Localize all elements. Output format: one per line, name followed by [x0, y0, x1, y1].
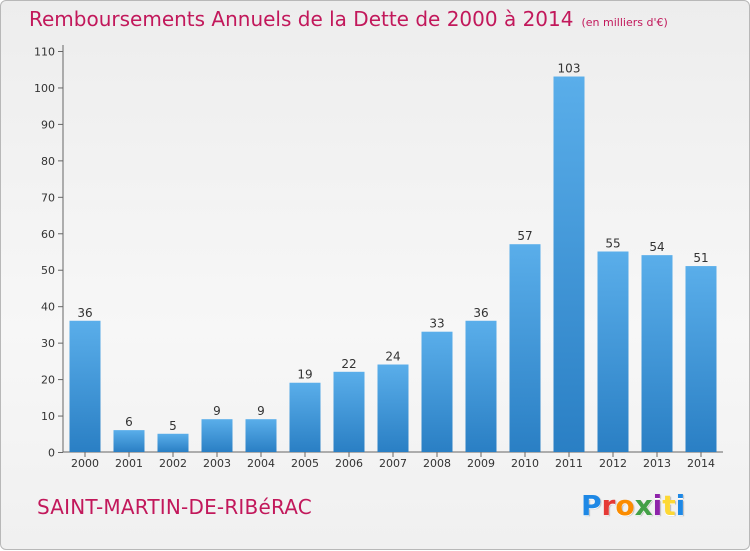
chart-title: Remboursements Annuels de la Dette de 20…: [29, 7, 668, 31]
y-tick-label: 100: [34, 82, 55, 95]
data-label-2010: 57: [517, 229, 532, 243]
data-label-2002: 5: [169, 419, 177, 433]
logo-letter: o: [615, 489, 635, 522]
x-tick-label-2012: 2012: [599, 457, 627, 470]
logo-letter: i: [675, 489, 686, 522]
bar-2000: [69, 320, 101, 452]
bar-2009: [465, 320, 497, 452]
x-tick-label-2013: 2013: [643, 457, 671, 470]
x-tick-label-2010: 2010: [511, 457, 539, 470]
bar-2010: [509, 244, 541, 452]
x-tick-label-2014: 2014: [687, 457, 715, 470]
bar-2006: [333, 371, 365, 452]
commune-name: SAINT-MARTIN-DE-RIBéRAC: [37, 495, 312, 519]
x-tick-label-2002: 2002: [159, 457, 187, 470]
bar-2008: [421, 331, 453, 452]
logo-letter: x: [634, 489, 653, 522]
bar-2002: [157, 433, 189, 452]
data-label-2012: 55: [605, 237, 620, 251]
y-tick-label: 40: [41, 301, 55, 314]
data-label-2000: 36: [77, 306, 92, 320]
x-tick-label-2003: 2003: [203, 457, 231, 470]
bar-2007: [377, 364, 409, 452]
data-label-2001: 6: [125, 415, 133, 429]
x-tick-label-2009: 2009: [467, 457, 495, 470]
data-label-2005: 19: [297, 368, 312, 382]
y-tick-label: 0: [48, 447, 55, 460]
bar-2005: [289, 382, 321, 452]
logo-letter: r: [601, 489, 616, 522]
data-label-2007: 24: [385, 350, 400, 364]
y-tick-label: 50: [41, 264, 55, 277]
logo-letter: i: [652, 489, 663, 522]
data-label-2003: 9: [213, 404, 221, 418]
data-label-2013: 54: [649, 240, 664, 254]
bar-2011: [553, 76, 585, 452]
x-tick-label-2005: 2005: [291, 457, 319, 470]
y-tick-label: 110: [34, 46, 55, 59]
title-text: Remboursements Annuels de la Dette de 20…: [29, 7, 574, 31]
logo-letter: P: [581, 489, 602, 522]
y-tick-label: 80: [41, 155, 55, 168]
x-tick-label-2006: 2006: [335, 457, 363, 470]
x-tick-label-2004: 2004: [247, 457, 275, 470]
y-tick-label: 70: [41, 191, 55, 204]
data-label-2011: 103: [558, 62, 581, 76]
x-tick-label-2000: 2000: [71, 457, 99, 470]
proxiti-logo[interactable]: Proxiti: [581, 489, 685, 522]
data-label-2014: 51: [693, 251, 708, 265]
data-label-2008: 33: [429, 317, 444, 331]
x-tick-label-2007: 2007: [379, 457, 407, 470]
bar-2012: [597, 251, 629, 452]
data-label-2006: 22: [341, 357, 356, 371]
bar-2014: [685, 266, 717, 452]
y-tick-label: 10: [41, 410, 55, 423]
y-tick-label: 30: [41, 337, 55, 350]
logo-letter: t: [662, 489, 676, 522]
y-tick-label: 90: [41, 118, 55, 131]
x-tick-label-2011: 2011: [555, 457, 583, 470]
bar-2001: [113, 430, 145, 452]
bar-2003: [201, 419, 233, 452]
y-tick-label: 20: [41, 374, 55, 387]
bar-2004: [245, 419, 277, 452]
y-tick-label: 60: [41, 228, 55, 241]
data-label-2009: 36: [473, 306, 488, 320]
unit-label: (en milliers d'€): [581, 16, 668, 29]
bar-2013: [641, 255, 673, 452]
data-label-2004: 9: [257, 404, 265, 418]
x-tick-label-2001: 2001: [115, 457, 143, 470]
x-tick-label-2008: 2008: [423, 457, 451, 470]
